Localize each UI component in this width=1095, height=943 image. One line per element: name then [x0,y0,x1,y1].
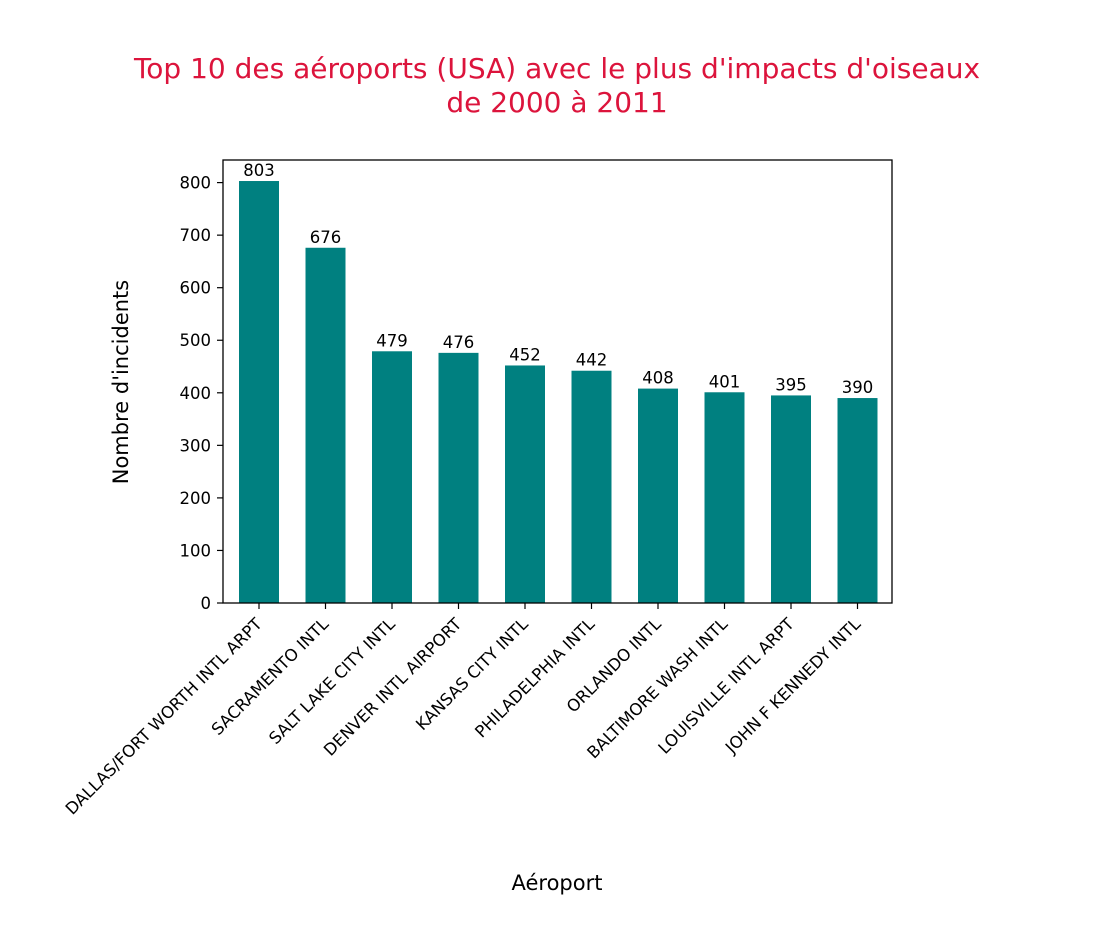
bar [771,395,811,603]
x-tick-label: KANSAS CITY INTL [412,614,532,734]
bar [704,392,745,603]
y-axis-label: Nombre d'incidents [109,280,133,484]
y-tick-label: 800 [180,174,212,193]
data-label: 452 [509,345,541,364]
x-tick-label: PHILADELPHIA INTL [471,614,599,742]
data-label: 479 [376,331,408,350]
bar [372,351,412,603]
x-tick-label: SACRAMENTO INTL [208,614,333,739]
chart-title-line-2: de 2000 à 2011 [446,86,667,119]
data-label: 395 [775,375,807,394]
bar [837,398,878,603]
y-tick-label: 200 [180,489,212,508]
data-label: 476 [443,333,475,352]
bar [305,247,346,603]
y-tick-label: 600 [180,279,212,298]
y-tick-label: 500 [180,331,212,350]
y-tick-label: 100 [180,541,212,560]
x-tick-label: LOUISVILLE INTL ARPT [654,614,798,758]
y-tick-label: 700 [180,226,212,245]
bar [239,181,279,603]
x-tick-label: SALT LAKE CITY INTL [265,614,399,748]
data-label: 401 [709,372,741,391]
data-label: 442 [576,351,608,370]
bar [638,388,678,603]
plot-frame [222,159,893,604]
y-tick-label: 400 [180,384,212,403]
data-label: 390 [842,378,874,397]
chart-title-line-1: Top 10 des aéroports (USA) avec le plus … [133,52,980,85]
bar [571,370,612,603]
x-tick-label: JOHN F KENNEDY INTL [721,614,865,758]
x-axis-label: Aéroport [512,871,603,895]
bar [438,352,479,603]
data-label: 803 [243,161,275,180]
x-tick-label: DENVER INTL AIRPORT [320,614,466,760]
bar [505,365,545,603]
y-tick-label: 300 [180,436,212,455]
y-tick-label: 0 [201,594,212,613]
data-label: 408 [642,369,674,388]
data-label: 676 [310,228,342,247]
